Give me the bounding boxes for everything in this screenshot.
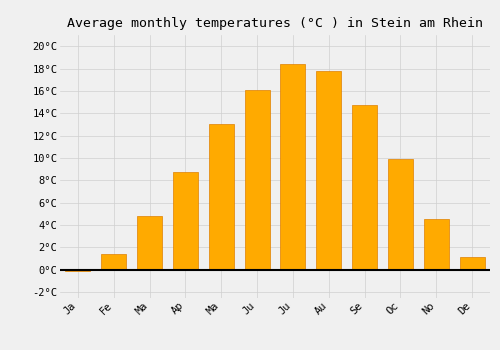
Bar	[66, 270, 90, 271]
Bar	[424, 219, 449, 270]
Bar	[316, 71, 342, 270]
Bar	[460, 257, 484, 270]
Bar	[101, 254, 126, 270]
Bar	[173, 173, 198, 270]
Bar	[137, 216, 162, 270]
Bar	[280, 64, 305, 270]
Bar	[352, 105, 377, 270]
Bar	[208, 124, 234, 270]
Bar	[388, 159, 413, 270]
Bar	[244, 90, 270, 270]
Title: Average monthly temperatures (°C ) in Stein am Rhein: Average monthly temperatures (°C ) in St…	[67, 17, 483, 30]
